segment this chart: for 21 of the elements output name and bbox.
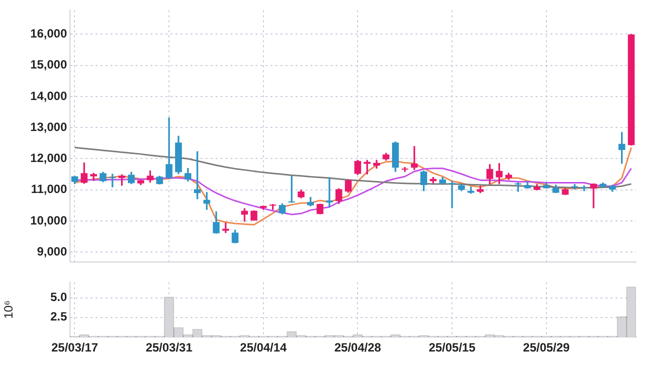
y-tick-label: 12,000 [30,151,68,166]
y-tick-label: 16,000 [30,26,68,40]
x-tick-label: 25/05/29 [523,340,570,355]
x-tick-label: 25/03/31 [146,340,193,355]
y-tick-label: 13,000 [30,120,68,134]
y-axis-title: 10⁶ [2,300,16,319]
candlestick [166,117,172,179]
y-tick-label: 5.0 [50,290,68,304]
y-tick-label: 15,000 [30,58,68,72]
y-tick-label: 9,000 [36,244,68,258]
candlestick [448,180,456,208]
x-tick-label: 25/05/15 [428,340,476,355]
candlestick [109,174,116,188]
y-tick-label: 11,000 [30,182,68,196]
x-tick-label: 25/04/14 [240,340,288,355]
x-tick-label: 25/03/17 [51,340,98,355]
x-tick-label: 25/04/28 [334,340,382,355]
y-tick-label: 2.5 [50,310,68,324]
y-tick-label: 14,000 [30,88,68,103]
y-tick-label: 10,000 [30,213,68,228]
candlestick [590,183,597,208]
